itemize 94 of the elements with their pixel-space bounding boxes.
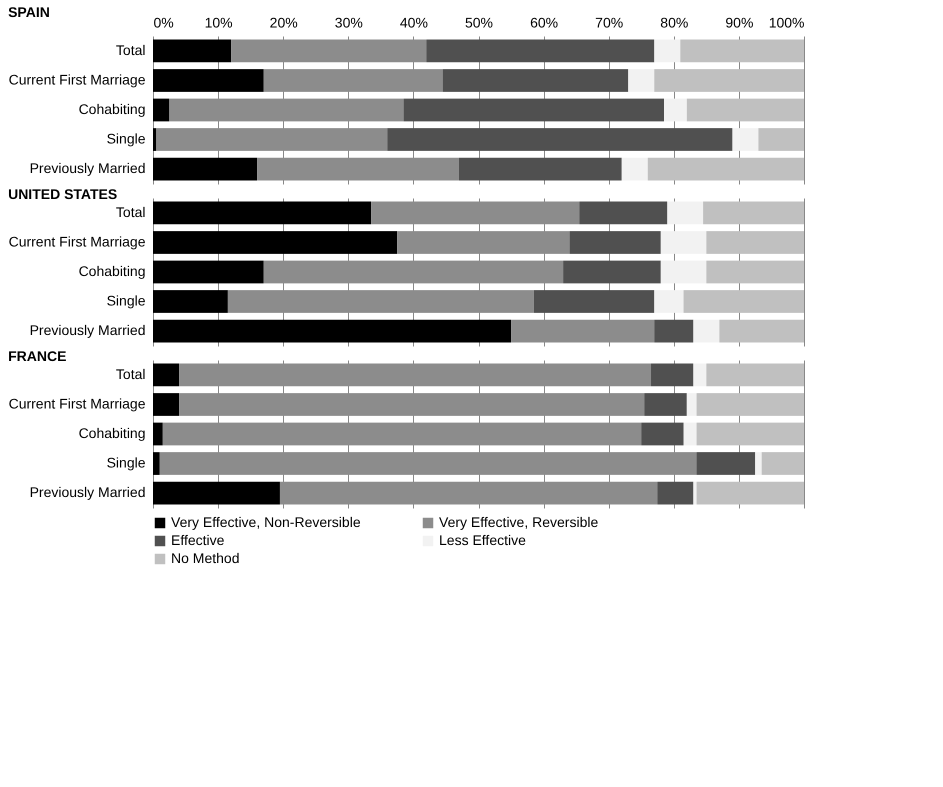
x-tick-label: 30%	[334, 14, 363, 30]
x-tick-label: 50%	[464, 14, 494, 30]
bar	[755, 452, 762, 475]
x-tick-label: 100%	[768, 14, 804, 30]
y-tick-label: Single	[106, 130, 146, 147]
x-tick-label: 80%	[660, 14, 688, 30]
bar	[534, 290, 654, 313]
x-tick-label: 20%	[270, 14, 298, 30]
bar	[684, 422, 697, 446]
y-tick-label: Total	[116, 366, 146, 382]
bar	[153, 69, 264, 92]
bar	[703, 202, 804, 224]
bar	[686, 393, 697, 416]
legend-label: Less Effective	[439, 532, 526, 548]
bar	[693, 320, 720, 342]
legend-label: Effective	[171, 532, 225, 548]
bar	[153, 393, 180, 416]
bar	[644, 393, 687, 416]
bar	[153, 364, 180, 386]
bar	[622, 158, 648, 180]
bar	[641, 422, 684, 446]
bar	[658, 482, 694, 504]
bar	[684, 290, 804, 313]
x-tick-label: 90%	[725, 14, 754, 30]
bar	[651, 364, 694, 386]
bar	[680, 40, 804, 62]
bar	[706, 260, 804, 284]
bar	[153, 290, 228, 313]
y-tick-label: Previously Married	[30, 322, 146, 338]
x-tick-label: 0%	[154, 14, 174, 30]
bar	[660, 260, 706, 284]
y-tick-label: Cohabiting	[78, 263, 146, 279]
bar	[153, 260, 264, 284]
x-tick-label: 40%	[400, 14, 428, 30]
y-tick-label: Total	[116, 42, 146, 58]
x-tick-label: 60%	[530, 14, 558, 30]
bar	[693, 364, 706, 386]
bar	[654, 69, 804, 92]
bar	[153, 202, 372, 224]
bar	[696, 393, 804, 416]
y-tick-label: Cohabiting	[78, 101, 146, 117]
legend-label: Very Effective, Reversible	[439, 514, 598, 530]
bar	[706, 364, 804, 386]
y-tick-label: Single	[106, 454, 146, 471]
legend-label: No Method	[171, 550, 240, 566]
bar	[153, 98, 170, 122]
bar	[628, 69, 654, 92]
y-tick-label: Current First Marriage	[8, 395, 146, 412]
bar	[570, 231, 661, 254]
bar	[153, 422, 163, 446]
bar	[563, 260, 661, 284]
bar	[442, 69, 628, 92]
y-tick-label: Single	[106, 292, 146, 309]
bar	[696, 422, 804, 446]
bar	[153, 40, 232, 62]
text: FRANCE	[8, 348, 66, 364]
bar	[153, 482, 280, 504]
bar	[654, 290, 684, 313]
bar	[696, 482, 804, 504]
y-tick-label: Cohabiting	[78, 425, 146, 441]
x-tick-label: 70%	[595, 14, 624, 30]
bar	[706, 231, 804, 254]
bar	[732, 128, 758, 151]
y-tick-label: Previously Married	[30, 160, 146, 176]
bar	[758, 128, 804, 151]
bar	[654, 320, 694, 342]
chart-title: UNITED STATES	[8, 186, 118, 202]
bar	[686, 98, 804, 122]
bar	[719, 320, 804, 342]
bar	[648, 158, 804, 180]
bar	[664, 98, 687, 122]
bar	[762, 452, 804, 475]
bar	[693, 482, 697, 504]
bar	[153, 231, 398, 254]
bar	[153, 128, 156, 151]
bar	[667, 202, 704, 224]
y-tick-label: Current First Marriage	[8, 233, 146, 250]
y-tick-label: Current First Marriage	[8, 71, 146, 88]
bar	[387, 128, 732, 151]
bar	[660, 231, 706, 254]
bar	[404, 98, 664, 122]
bar	[458, 158, 622, 180]
x-tick-label: 10%	[204, 14, 233, 30]
y-tick-label: Total	[116, 204, 146, 220]
bar	[153, 452, 160, 475]
bar	[426, 40, 654, 62]
bar	[579, 202, 668, 224]
legend-label: Very Effective, Non-Reversible	[171, 514, 361, 530]
bar	[696, 452, 756, 475]
text: SPAIN	[8, 4, 50, 20]
y-tick-label: Previously Married	[30, 484, 146, 500]
bar	[153, 320, 512, 342]
bar	[654, 40, 680, 62]
bar	[153, 158, 258, 180]
